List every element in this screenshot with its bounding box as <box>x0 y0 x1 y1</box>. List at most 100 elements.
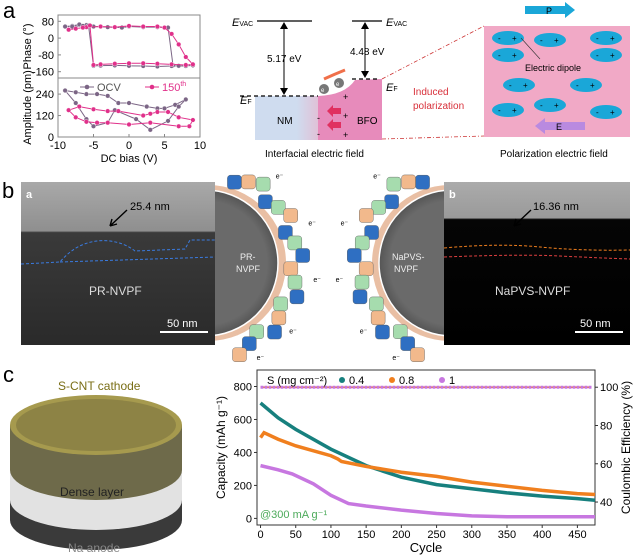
data-point-OCV <box>62 24 68 30</box>
data-point-150th <box>154 24 160 30</box>
grain-icon <box>384 194 399 209</box>
data-point-150th <box>190 61 196 67</box>
data-point-150th <box>161 25 167 31</box>
evac-right-label: EVAC <box>386 17 407 29</box>
data-point-150th <box>126 60 132 66</box>
charge-plus: + <box>343 111 348 121</box>
y-axis-label: Amplitude (pm) <box>22 70 34 145</box>
grain-icon <box>267 324 282 340</box>
dipole-icon <box>570 78 602 92</box>
electron-label: e⁻ <box>360 329 368 336</box>
x-tick-label: 150 <box>357 529 375 541</box>
grain-icon <box>364 225 379 240</box>
dipole-plus: + <box>590 81 595 90</box>
data-point-OCV <box>126 100 132 106</box>
electric-dipole-label: Electric dipole <box>525 63 581 73</box>
dipole-minus: - <box>576 81 579 90</box>
x-tick-label: -10 <box>50 140 66 152</box>
y-axis-label: Capacity (mAh g⁻¹) <box>214 396 228 499</box>
grain-icon <box>400 336 415 351</box>
panel-label-a: a <box>3 0 16 23</box>
dipole-plus: + <box>554 101 559 110</box>
legend-label-OCV: OCV <box>97 82 122 94</box>
thickness-arrow-icon <box>109 209 128 227</box>
dipole-plus: + <box>610 51 615 60</box>
grain-icon <box>359 208 374 223</box>
charge-minus: - <box>317 129 320 139</box>
legend-marker <box>84 84 90 90</box>
dipole-minus: - <box>596 108 599 117</box>
electron-label: e⁻ <box>392 355 400 362</box>
grain-icon <box>258 194 273 209</box>
y2-tick-label: 60 <box>600 459 612 471</box>
electron-label: e⁻ <box>373 174 381 181</box>
series-line-150th <box>68 24 194 66</box>
field-arrow-icon <box>327 119 341 131</box>
electron-label: e⁻ <box>336 277 344 284</box>
p-label: P <box>546 6 552 16</box>
grain-icon <box>283 208 298 223</box>
nm-label: NM <box>277 116 293 127</box>
dipole-icon <box>590 105 622 119</box>
data-point-150th <box>165 109 171 115</box>
data-point-150th <box>126 121 132 127</box>
x-tick-label: 450 <box>568 529 586 541</box>
data-point-150th <box>176 114 182 120</box>
dipole-minus: - <box>509 81 512 90</box>
x-tick-label: 400 <box>533 529 551 541</box>
grain-icon <box>358 261 374 276</box>
x-tick-label: 5 <box>161 140 167 152</box>
grain-icon <box>371 200 386 215</box>
dipole-minus: - <box>498 51 501 60</box>
electron-label: e⁻ <box>341 220 349 227</box>
capacity-line-1 <box>260 463 595 519</box>
grain-icon <box>295 248 310 263</box>
data-point-OCV <box>73 89 79 95</box>
y-tick-label: 0 <box>48 33 54 45</box>
panel-label-c: c <box>3 362 14 387</box>
particle-label: PR-NVPF <box>236 252 261 274</box>
grain-icon <box>287 274 303 290</box>
data-point-OCV <box>115 100 121 106</box>
polarization-diagram: P - + - + - + - + - + - + - + - + - + - + Electric dipole E… <box>484 2 630 160</box>
panel-label-b: b <box>2 178 14 203</box>
grain-icon <box>375 324 390 340</box>
scale-bar <box>160 331 208 333</box>
cathode-label: S-CNT cathode <box>58 379 141 393</box>
y-tick-label: 120 <box>36 111 54 123</box>
data-point-150th <box>112 61 118 67</box>
plot-frame <box>256 369 596 526</box>
data-point-150th <box>176 41 182 47</box>
data-point-150th <box>66 27 72 33</box>
y2-tick-label: 100 <box>600 382 618 394</box>
thickness-label: 16.36 nm <box>533 201 579 213</box>
bfo-work-function: 4.48 eV <box>350 47 385 58</box>
data-point-150th <box>190 117 196 123</box>
dipole-plus: + <box>610 108 615 117</box>
dipole-icon <box>492 48 524 62</box>
grain-icon <box>241 174 256 190</box>
electron-icon <box>319 84 329 94</box>
p-arrow-icon <box>525 2 575 18</box>
data-point-150th <box>112 24 118 30</box>
grain-icon <box>369 296 384 312</box>
tem-sub-label: b <box>449 189 456 201</box>
dipole-icon <box>492 31 524 45</box>
thickness-label: 25.4 nm <box>130 201 170 213</box>
series-line-OCV <box>64 90 187 131</box>
data-point-150th <box>76 104 82 110</box>
y2-tick-label: 80 <box>600 420 612 432</box>
polarization-field-caption: Polarization electric field <box>500 149 608 160</box>
particle-label: NaPVS-NVPF <box>392 252 425 274</box>
data-point-150th <box>66 107 72 113</box>
dipole-icon <box>590 48 622 62</box>
dipole-plus: + <box>554 36 559 45</box>
electron-label: e⁻ <box>257 355 265 362</box>
data-point-150th <box>83 119 89 125</box>
grain-icon <box>355 235 370 251</box>
ef-left-label: EF <box>240 95 252 107</box>
x-tick-label: -5 <box>89 140 99 152</box>
dipole-plus: + <box>512 34 517 43</box>
grain-icon <box>271 310 287 326</box>
grain-icon <box>401 174 416 190</box>
